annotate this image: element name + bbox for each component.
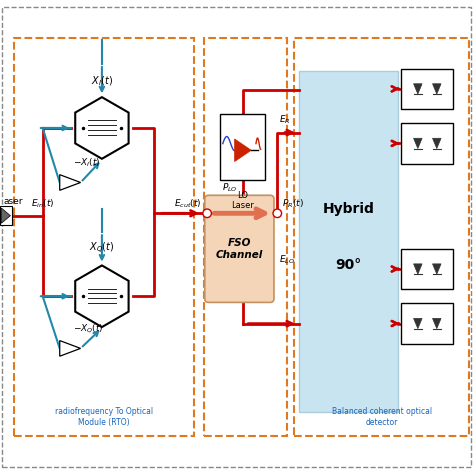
Bar <box>401 249 453 289</box>
Polygon shape <box>75 265 128 327</box>
Bar <box>401 123 453 164</box>
Text: aser: aser <box>4 197 23 206</box>
Text: $X_I(t)$: $X_I(t)$ <box>91 74 113 88</box>
FancyBboxPatch shape <box>205 195 274 302</box>
Polygon shape <box>235 139 251 162</box>
Polygon shape <box>60 175 81 190</box>
Polygon shape <box>432 319 441 328</box>
Bar <box>0 206 12 225</box>
Text: $E_R$: $E_R$ <box>279 113 290 126</box>
Bar <box>220 114 265 180</box>
Text: $P_{LO}$: $P_{LO}$ <box>222 182 237 194</box>
Circle shape <box>203 209 211 218</box>
Text: Hybrid: Hybrid <box>322 201 374 216</box>
Polygon shape <box>75 97 128 159</box>
Text: 90°: 90° <box>335 258 362 273</box>
Text: FSO
Channel: FSO Channel <box>216 238 263 260</box>
Bar <box>14 38 194 436</box>
Polygon shape <box>1 208 10 223</box>
Text: $E_{cut}(t)$: $E_{cut}(t)$ <box>174 197 202 210</box>
Polygon shape <box>413 84 422 94</box>
Text: $E_{LO}$: $E_{LO}$ <box>279 254 295 266</box>
Polygon shape <box>432 264 441 274</box>
Bar <box>204 38 287 436</box>
Text: radiofrequency To Optical
Module (RTO): radiofrequency To Optical Module (RTO) <box>55 407 154 427</box>
Text: $X_Q(t)$: $X_Q(t)$ <box>89 241 115 256</box>
Bar <box>401 303 453 344</box>
Polygon shape <box>432 84 441 94</box>
Polygon shape <box>432 138 441 148</box>
Bar <box>294 38 469 436</box>
Text: $-X_I(t)$: $-X_I(t)$ <box>73 157 101 169</box>
Bar <box>299 71 398 412</box>
Polygon shape <box>413 264 422 274</box>
Text: Balanced coherent optical
detector: Balanced coherent optical detector <box>331 407 432 427</box>
Polygon shape <box>60 340 81 356</box>
Text: $P_R(t)$: $P_R(t)$ <box>282 197 303 210</box>
Polygon shape <box>413 319 422 328</box>
Bar <box>401 69 453 109</box>
Polygon shape <box>413 138 422 148</box>
Text: LO
Laser: LO Laser <box>231 191 255 210</box>
Circle shape <box>273 209 282 218</box>
Text: $-X_Q(t)$: $-X_Q(t)$ <box>73 322 104 335</box>
Text: $E_{in}(t)$: $E_{in}(t)$ <box>31 197 54 210</box>
